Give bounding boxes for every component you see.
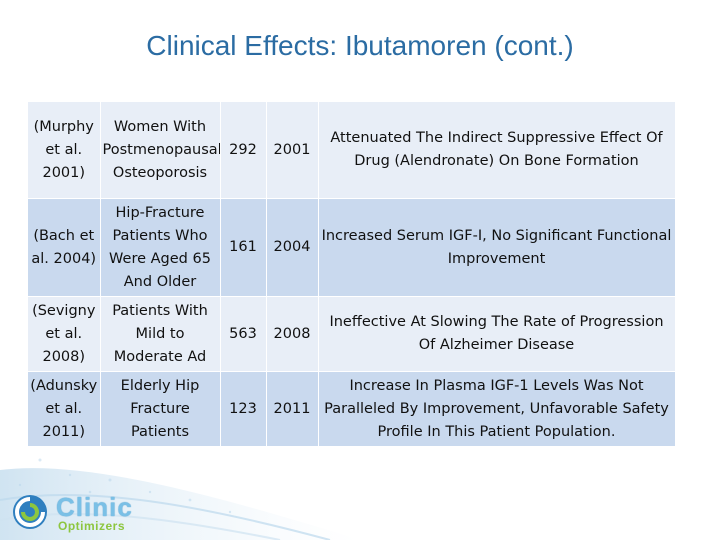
table-row: (Sevigny et al. 2008) Patients With Mild… bbox=[28, 296, 676, 372]
finding-cell: Attenuated The Indirect Suppressive Effe… bbox=[318, 102, 676, 199]
swirl-logo-icon bbox=[13, 495, 47, 529]
population-cell: Elderly Hip Fracture Patients bbox=[100, 371, 221, 447]
table-row: (Murphy et al. 2001) Women With Postmeno… bbox=[28, 102, 676, 199]
year-cell: 2008 bbox=[266, 296, 319, 372]
population-cell: Patients With Mild to Moderate Ad bbox=[100, 296, 221, 372]
finding-cell: Increase In Plasma IGF-1 Levels Was Not … bbox=[318, 371, 676, 447]
slide-title: Clinical Effects: Ibutamoren (cont.) bbox=[146, 30, 574, 61]
table-row: (Adunsky et al. 2011) Elderly Hip Fractu… bbox=[28, 371, 676, 447]
year-cell: 2001 bbox=[266, 102, 319, 199]
study-cell: (Adunsky et al. 2011) bbox=[28, 371, 101, 447]
n-cell: 161 bbox=[220, 198, 267, 297]
year-cell: 2004 bbox=[266, 198, 319, 297]
logo-subtitle: Optimizers bbox=[58, 519, 126, 533]
study-cell: (Murphy et al. 2001) bbox=[28, 102, 101, 199]
n-cell: 292 bbox=[220, 102, 267, 199]
n-cell: 563 bbox=[220, 296, 267, 372]
study-cell: (Sevigny et al. 2008) bbox=[28, 296, 101, 372]
logo-name: Clinic bbox=[56, 492, 133, 522]
population-cell: Women With Postmenopausal Osteoporosis bbox=[100, 102, 221, 199]
population-cell: Hip-Fracture Patients Who Were Aged 65 A… bbox=[100, 198, 221, 297]
study-cell: (Bach et al. 2004) bbox=[28, 198, 101, 297]
studies-table: (Murphy et al. 2001) Women With Postmeno… bbox=[28, 102, 676, 447]
table-row: (Bach et al. 2004) Hip-Fracture Patients… bbox=[28, 198, 676, 297]
finding-cell: Increased Serum IGF-I, No Significant Fu… bbox=[318, 198, 676, 297]
year-cell: 2011 bbox=[266, 371, 319, 447]
n-cell: 123 bbox=[220, 371, 267, 447]
finding-cell: Ineffective At Slowing The Rate of Progr… bbox=[318, 296, 676, 372]
